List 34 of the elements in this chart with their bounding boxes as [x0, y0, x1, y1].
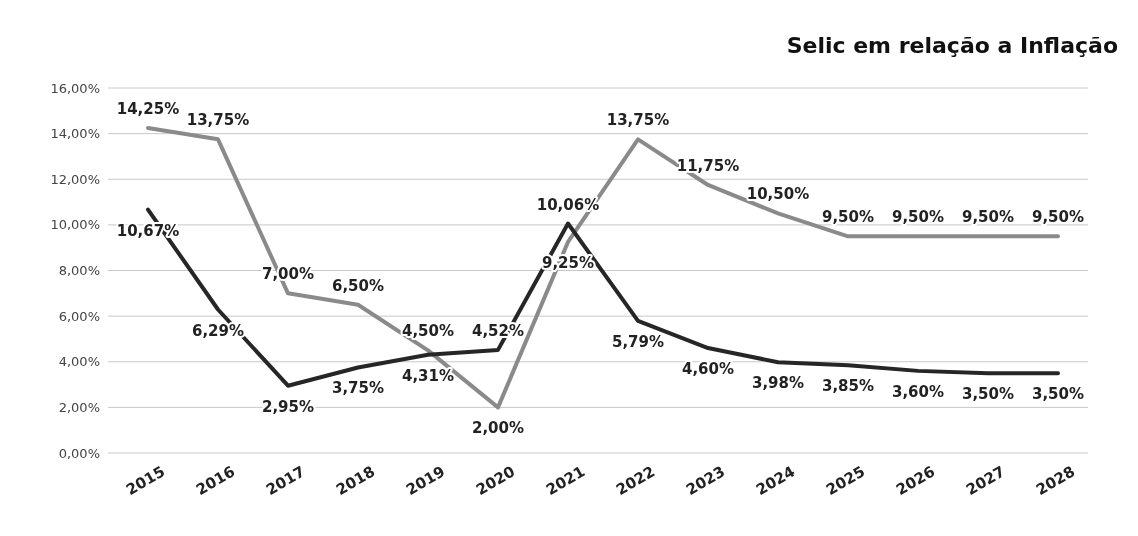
y-tick-label: 2,00%	[58, 399, 100, 415]
data-label: 4,31%	[401, 366, 455, 385]
y-tick-label: 10,00%	[50, 217, 100, 233]
y-tick-label: 16,00%	[50, 80, 100, 96]
y-tick-label: 12,00%	[50, 171, 100, 187]
y-tick-label: 6,00%	[58, 308, 100, 324]
y-tick-label: 4,00%	[58, 354, 100, 370]
data-label: 3,60%	[891, 382, 945, 401]
data-label: 9,50%	[1031, 208, 1085, 227]
data-label: 4,60%	[681, 360, 735, 379]
data-label: 9,50%	[891, 208, 945, 227]
data-label: 3,75%	[331, 379, 385, 398]
y-tick-label: 8,00%	[58, 263, 100, 279]
data-label: 2,00%	[471, 419, 525, 438]
data-label: 9,50%	[961, 208, 1015, 227]
y-tick-label: 0,00%	[58, 445, 100, 461]
data-label: 6,50%	[331, 276, 385, 295]
data-label: 13,75%	[186, 111, 250, 130]
data-label: 4,50%	[401, 322, 455, 341]
data-label: 3,85%	[821, 377, 875, 396]
data-label: 7,00%	[261, 265, 315, 284]
data-label: 3,98%	[751, 374, 805, 393]
data-label: 10,50%	[746, 185, 810, 204]
y-tick-label: 14,00%	[50, 126, 100, 142]
data-label: 9,50%	[821, 208, 875, 227]
data-label: 10,06%	[536, 195, 600, 214]
data-label: 3,50%	[961, 385, 1015, 404]
data-label: 14,25%	[116, 99, 180, 118]
data-label: 2,95%	[261, 397, 315, 416]
data-label: 3,50%	[1031, 385, 1085, 404]
data-label: 13,75%	[606, 111, 670, 130]
data-label: 5,79%	[611, 332, 665, 351]
data-label: 11,75%	[676, 156, 740, 175]
chart-title: Selic em relação a Inflação	[786, 33, 1118, 58]
